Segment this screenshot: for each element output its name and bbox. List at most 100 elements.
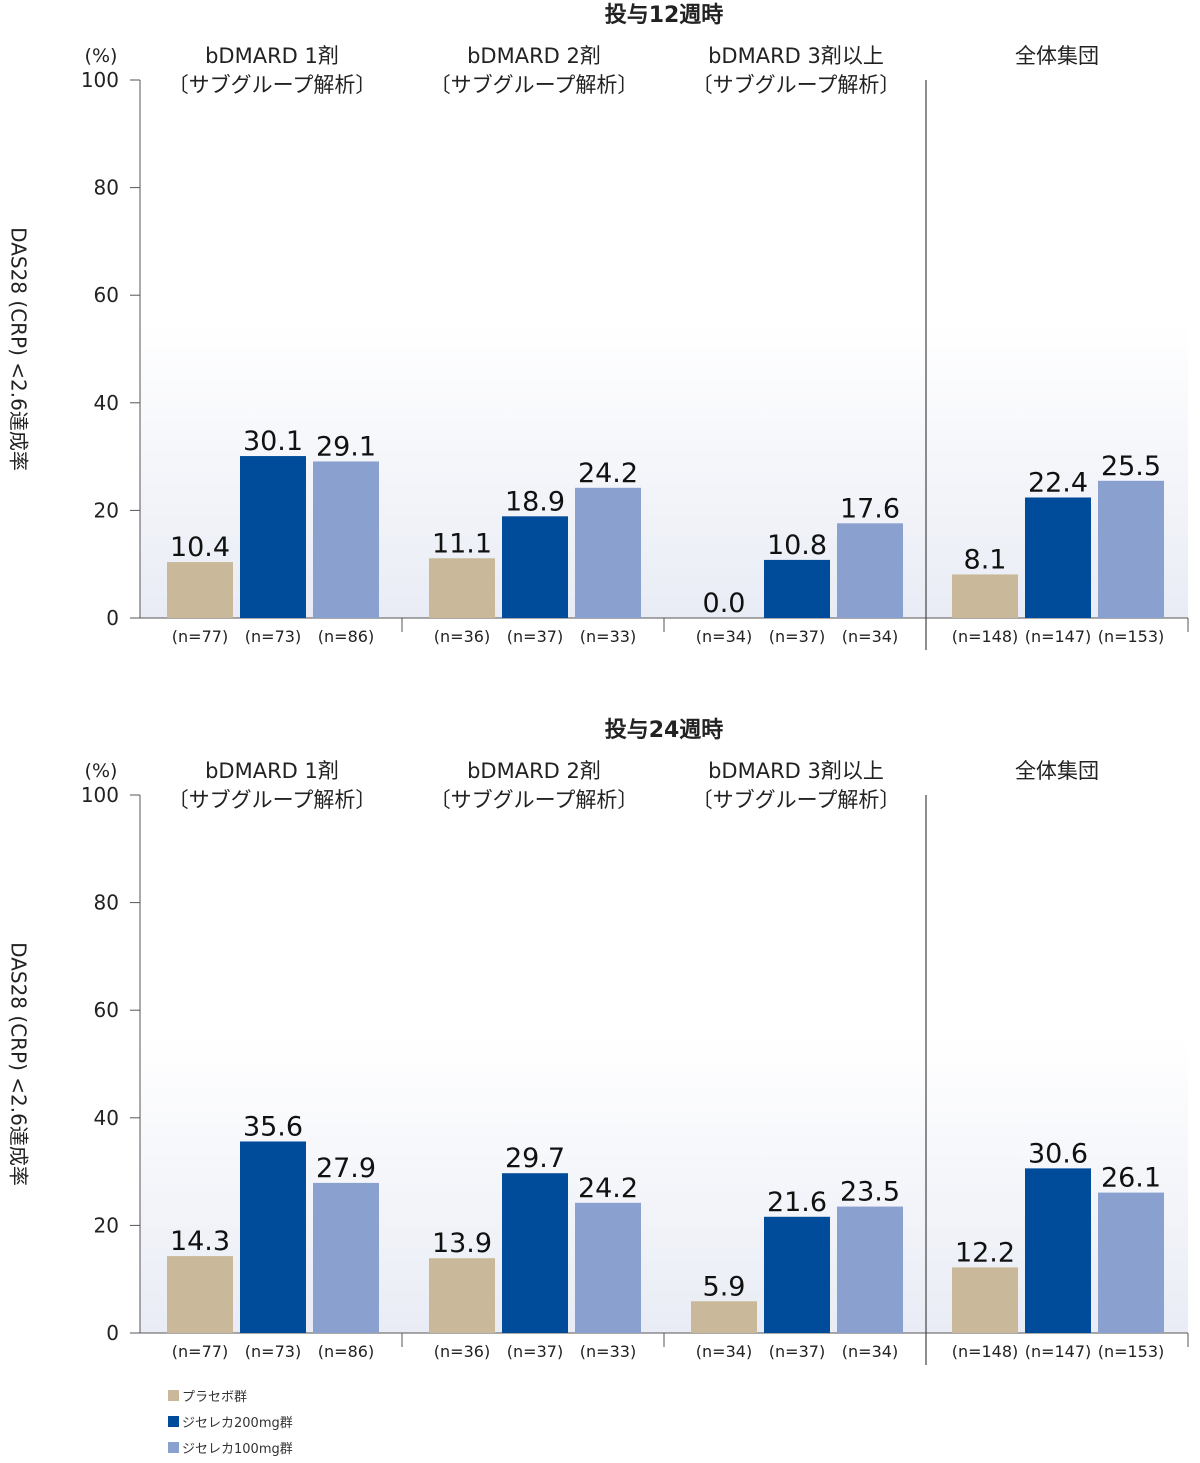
group-subtitle: 〔サブグループ解析〕: [168, 788, 377, 812]
n-label: (n=37): [507, 627, 563, 646]
n-label: (n=73): [245, 1342, 301, 1361]
legend-item-200mg: ジセレカ200mg群: [168, 1408, 293, 1434]
group-subtitle: 〔サブグループ解析〕: [168, 73, 377, 97]
bar-value-label: 21.6: [767, 1187, 827, 1218]
n-label: (n=37): [769, 1342, 825, 1361]
y-tick-label: 60: [94, 283, 119, 307]
legend-label-placebo: プラセボ群: [182, 1389, 248, 1405]
n-label: (n=34): [842, 1342, 898, 1361]
bar-value-label: 11.1: [432, 528, 492, 559]
chart-title: 投与24週時: [605, 718, 724, 743]
n-label: (n=34): [696, 1342, 752, 1361]
bar: [952, 1267, 1018, 1333]
bar: [240, 456, 306, 618]
n-label: (n=153): [1098, 1342, 1165, 1361]
y-tick-label: 100: [81, 783, 119, 807]
bar-value-label: 22.4: [1028, 467, 1088, 498]
bar: [313, 1182, 379, 1333]
n-label: (n=34): [696, 627, 752, 646]
legend-item-placebo: プラセボ群: [168, 1382, 293, 1408]
y-tick-label: 20: [94, 498, 119, 522]
bar: [764, 1216, 830, 1333]
n-label: (n=34): [842, 627, 898, 646]
legend-swatch-placebo: [168, 1389, 179, 1401]
bar: [1098, 1192, 1164, 1333]
y-tick-label: 100: [81, 68, 119, 92]
legend-label-200mg: ジセレカ200mg群: [182, 1415, 293, 1431]
bar-value-label: 17.6: [840, 493, 900, 524]
group-name: bDMARD 3剤以上: [708, 44, 884, 68]
bar: [691, 1301, 757, 1333]
group-name: bDMARD 1剤: [205, 44, 339, 68]
bar: [575, 1202, 641, 1333]
bar: [575, 487, 641, 618]
bar-value-label: 29.7: [505, 1143, 565, 1174]
chart-panel-1: 投与24週時 (%) DAS28 (CRP) <2.6達成率 0 20 40 60 80 100…: [7, 718, 1189, 1365]
bar-value-label: 14.3: [170, 1226, 230, 1257]
y-tick-label: 20: [94, 1213, 119, 1237]
bar-value-label: 23.5: [840, 1177, 900, 1208]
bar-value-label: 29.1: [316, 431, 376, 462]
group-subtitle: 〔サブグループ解析〕: [430, 788, 639, 812]
bar-value-label: 26.1: [1101, 1163, 1161, 1194]
bar: [167, 1256, 233, 1333]
bar: [1025, 1168, 1091, 1333]
bar-value-label: 5.9: [703, 1271, 746, 1302]
group-name: bDMARD 2剤: [467, 44, 601, 68]
chart-title: 投与12週時: [605, 3, 724, 28]
y-tick-label: 80: [94, 176, 119, 200]
bar: [1025, 497, 1091, 618]
y-tick-label: 40: [94, 1106, 119, 1130]
n-label: (n=147): [1025, 1342, 1092, 1361]
group-subtitle: 〔サブグループ解析〕: [692, 73, 901, 97]
bar-value-label: 0.0: [703, 588, 746, 619]
bar-value-label: 13.9: [432, 1228, 492, 1259]
group-subtitle: 〔サブグループ解析〕: [430, 73, 639, 97]
n-label: (n=37): [769, 627, 825, 646]
bar: [429, 558, 495, 618]
group-name: 全体集団: [1015, 44, 1099, 68]
n-label: (n=33): [580, 1342, 636, 1361]
bar: [313, 461, 379, 618]
n-label: (n=37): [507, 1342, 563, 1361]
bar: [167, 562, 233, 618]
bar-value-label: 35.6: [243, 1111, 303, 1142]
y-axis-label: DAS28 (CRP) <2.6達成率: [7, 942, 31, 1186]
n-label: (n=147): [1025, 627, 1092, 646]
y-tick-label: 60: [94, 998, 119, 1022]
group-name: bDMARD 3剤以上: [708, 759, 884, 783]
y-tick-label: 0: [106, 606, 119, 630]
n-label: (n=77): [172, 1342, 228, 1361]
bar-value-label: 18.9: [505, 486, 565, 517]
bar-value-label: 25.5: [1101, 451, 1161, 482]
legend-swatch-200mg: [168, 1415, 179, 1427]
bar: [764, 559, 830, 618]
chart-panel-0: 投与12週時 (%) DAS28 (CRP) <2.6達成率 0 20 40 60 80 100…: [7, 3, 1189, 650]
y-unit-label: (%): [85, 45, 118, 67]
group-name: 全体集団: [1015, 759, 1099, 783]
n-label: (n=33): [580, 627, 636, 646]
legend-label-100mg: ジセレカ100mg群: [182, 1441, 293, 1457]
bar-value-label: 30.6: [1028, 1138, 1088, 1169]
bar: [952, 574, 1018, 618]
n-label: (n=73): [245, 627, 301, 646]
legend-item-100mg: ジセレカ100mg群: [168, 1434, 293, 1460]
bar: [240, 1141, 306, 1333]
bar: [1098, 480, 1164, 618]
group-name: bDMARD 2剤: [467, 759, 601, 783]
bar-value-label: 12.2: [955, 1237, 1015, 1268]
n-label: (n=148): [952, 627, 1019, 646]
n-label: (n=148): [952, 1342, 1019, 1361]
bar-value-label: 24.2: [578, 458, 638, 489]
n-label: (n=36): [434, 1342, 490, 1361]
n-label: (n=153): [1098, 627, 1165, 646]
group-name: bDMARD 1剤: [205, 759, 339, 783]
bar-value-label: 27.9: [316, 1153, 376, 1184]
y-axis-label: DAS28 (CRP) <2.6達成率: [7, 227, 31, 471]
bar-value-label: 30.1: [243, 426, 303, 457]
bar: [837, 1206, 903, 1333]
y-unit-label: (%): [85, 760, 118, 782]
legend: プラセボ群 ジセレカ200mg群 ジセレカ100mg群: [168, 1382, 293, 1460]
